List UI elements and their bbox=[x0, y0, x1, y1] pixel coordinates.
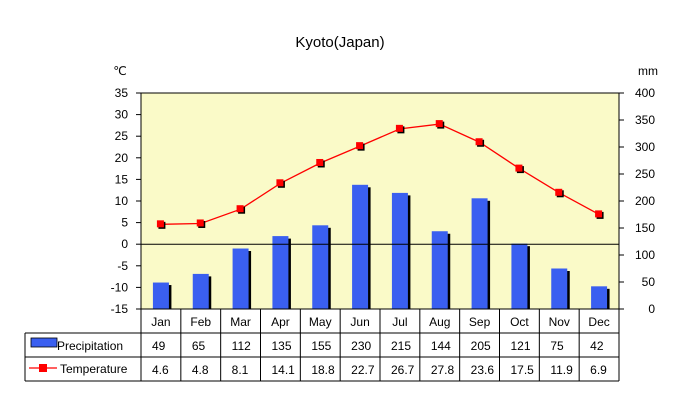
left-tick-label: -15 bbox=[111, 302, 129, 316]
temperature-marker bbox=[276, 179, 284, 187]
temperature-marker bbox=[316, 158, 324, 166]
category-label: Jan bbox=[151, 315, 170, 329]
temperature-marker bbox=[356, 142, 364, 150]
precipitation-value: 75 bbox=[550, 339, 564, 353]
left-tick-label: 5 bbox=[121, 216, 128, 230]
temperature-marker bbox=[395, 124, 403, 132]
left-tick-label: 10 bbox=[115, 194, 129, 208]
precipitation-bar bbox=[551, 268, 568, 309]
right-tick-label: 0 bbox=[648, 302, 655, 316]
right-tick-label: 150 bbox=[635, 221, 655, 235]
left-tick-label: -5 bbox=[117, 259, 128, 273]
left-tick-label: -10 bbox=[111, 280, 129, 294]
left-tick-label: 25 bbox=[115, 129, 129, 143]
precipitation-bar bbox=[391, 192, 408, 309]
precipitation-bar bbox=[152, 282, 169, 309]
legend-label-temperature: Temperature bbox=[60, 362, 128, 376]
precipitation-bar bbox=[511, 243, 528, 309]
precipitation-bar bbox=[431, 231, 448, 309]
precipitation-value: 49 bbox=[152, 339, 166, 353]
precipitation-value: 155 bbox=[311, 339, 331, 353]
category-label: Jul bbox=[392, 315, 407, 329]
temperature-marker bbox=[515, 164, 523, 172]
temperature-value: 17.5 bbox=[511, 363, 535, 377]
legend-swatch-precipitation bbox=[30, 337, 58, 348]
precipitation-bar bbox=[352, 184, 369, 309]
right-tick-label: 100 bbox=[635, 248, 655, 262]
category-label: Sep bbox=[469, 315, 491, 329]
left-axis-unit: ℃ bbox=[113, 64, 126, 78]
category-label: Aug bbox=[429, 315, 450, 329]
precipitation-bar bbox=[471, 198, 488, 309]
temperature-value: 26.7 bbox=[391, 363, 415, 377]
category-label: Apr bbox=[271, 315, 290, 329]
precipitation-bars bbox=[152, 184, 610, 309]
precipitation-value: 121 bbox=[511, 339, 531, 353]
precipitation-bar bbox=[192, 273, 209, 309]
precipitation-bar bbox=[312, 225, 329, 309]
right-axis-unit: mm bbox=[638, 64, 658, 78]
precipitation-value: 215 bbox=[391, 339, 411, 353]
precipitation-value: 112 bbox=[232, 339, 251, 353]
left-tick-label: 35 bbox=[115, 86, 129, 100]
precipitation-value: 65 bbox=[192, 339, 206, 353]
temperature-value: 4.8 bbox=[192, 363, 209, 377]
precipitation-value: 135 bbox=[272, 339, 292, 353]
temperature-marker bbox=[196, 219, 204, 227]
category-label: Feb bbox=[190, 315, 211, 329]
temperature-value: 18.8 bbox=[311, 363, 335, 377]
right-tick-label: 350 bbox=[635, 113, 655, 127]
precipitation-value: 205 bbox=[471, 339, 491, 353]
category-label: May bbox=[309, 315, 332, 329]
temperature-value: 22.7 bbox=[351, 363, 375, 377]
temperature-value: 14.1 bbox=[272, 363, 296, 377]
legend-label-precipitation: Precipitation bbox=[57, 339, 123, 353]
precipitation-bar bbox=[591, 286, 608, 309]
precipitation-bar bbox=[232, 248, 249, 309]
temperature-marker bbox=[595, 210, 603, 218]
temperature-line bbox=[160, 123, 600, 225]
chart-title: Kyoto(Japan) bbox=[295, 34, 384, 51]
temperature-value: 11.9 bbox=[550, 363, 573, 377]
right-tick-label: 400 bbox=[635, 86, 655, 100]
temperature-series bbox=[156, 120, 604, 229]
temperature-value: 8.1 bbox=[232, 363, 249, 377]
temperature-value: 23.6 bbox=[471, 363, 495, 377]
right-tick-label: 250 bbox=[635, 167, 655, 181]
temperature-marker bbox=[156, 220, 164, 228]
temperature-value: 27.8 bbox=[431, 363, 455, 377]
temperature-value: 4.6 bbox=[152, 363, 169, 377]
category-label: Mar bbox=[230, 315, 251, 329]
left-tick-label: 30 bbox=[115, 108, 129, 122]
data-table: Jan Feb Mar Apr May Jun Jul Aug Sep Oct Nov Dec Prec… bbox=[24, 309, 620, 382]
right-tick-label: 200 bbox=[635, 194, 655, 208]
precipitation-bar bbox=[272, 236, 289, 309]
category-label: Oct bbox=[510, 315, 529, 329]
precipitation-value: 230 bbox=[351, 339, 371, 353]
temperature-value: 6.9 bbox=[590, 363, 607, 377]
right-tick-label: 50 bbox=[642, 275, 656, 289]
axes: -15-10-505101520253035050100150200250300… bbox=[111, 86, 656, 316]
precipitation-value: 42 bbox=[590, 339, 604, 353]
category-label: Nov bbox=[549, 315, 570, 329]
temperature-marker bbox=[555, 188, 563, 196]
left-tick-label: 15 bbox=[115, 172, 129, 186]
temperature-marker bbox=[475, 138, 483, 146]
precipitation-value: 144 bbox=[431, 339, 451, 353]
category-label: Jun bbox=[350, 315, 369, 329]
temperature-marker bbox=[236, 205, 244, 213]
legend-marker-temperature bbox=[39, 364, 47, 372]
left-tick-label: 0 bbox=[121, 237, 128, 251]
plot-area bbox=[141, 93, 619, 309]
category-label: Dec bbox=[588, 315, 609, 329]
right-tick-label: 300 bbox=[635, 140, 655, 154]
temperature-marker bbox=[435, 120, 443, 128]
left-tick-label: 20 bbox=[115, 151, 129, 165]
